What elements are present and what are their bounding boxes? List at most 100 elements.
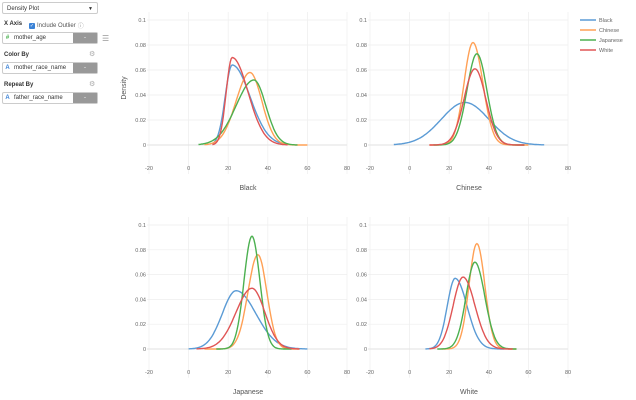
x-tick-label: 40 bbox=[265, 166, 271, 172]
x-tick-label: -20 bbox=[366, 166, 374, 172]
y-tick-label: 0.08 bbox=[356, 248, 367, 254]
density-curve-white bbox=[212, 56, 288, 146]
x-tick-label: 60 bbox=[304, 166, 310, 172]
density-curve-chinese bbox=[429, 41, 529, 146]
density-curve-black bbox=[188, 289, 308, 350]
x-tick-label: 0 bbox=[408, 166, 411, 172]
y-tick-label: 0.1 bbox=[359, 223, 367, 229]
x-tick-label: -20 bbox=[366, 370, 374, 376]
density-curve-chinese bbox=[441, 242, 517, 350]
panel-white: -20 0 20 40 60 80 0 0.02 0.04 0.06 0.08 0.1 White bbox=[356, 217, 571, 396]
include-outlier-checkbox[interactable]: ✓ Include Outlier ⓘ bbox=[29, 21, 84, 30]
density-curve-black bbox=[393, 101, 545, 146]
y-tick-label: 0 bbox=[143, 347, 146, 353]
x-axis-label: X Axis bbox=[4, 21, 23, 27]
panel-title: Chinese bbox=[456, 185, 482, 192]
panel-title: Black bbox=[239, 185, 257, 192]
text-type-icon: A bbox=[5, 95, 10, 101]
density-curve-white bbox=[429, 276, 513, 350]
x-tick-label: 20 bbox=[446, 166, 452, 172]
y-tick-label: 0 bbox=[364, 347, 367, 353]
x-tick-label: 80 bbox=[565, 370, 571, 376]
y-tick-label: 0.02 bbox=[356, 118, 367, 124]
legend-item-white[interactable]: White bbox=[599, 48, 613, 54]
gear-icon[interactable]: ⚙ bbox=[89, 51, 96, 58]
y-axis-label: Density bbox=[121, 76, 128, 100]
x-field[interactable]: # mother_age - bbox=[2, 32, 98, 44]
color-field-remove-button[interactable]: - bbox=[73, 63, 97, 73]
y-tick-label: 0.02 bbox=[135, 118, 146, 124]
density-curve-white bbox=[429, 68, 525, 146]
x-tick-label: 80 bbox=[565, 166, 571, 172]
y-tick-label: 0 bbox=[364, 143, 367, 149]
density-curve-chinese bbox=[204, 254, 300, 350]
chart-type-value: Density Plot bbox=[7, 6, 40, 12]
density-curve-japanese bbox=[437, 261, 517, 350]
density-curve-chinese bbox=[204, 71, 308, 146]
help-icon[interactable]: ⓘ bbox=[77, 24, 84, 30]
text-type-icon: A bbox=[5, 65, 10, 71]
number-type-icon: # bbox=[5, 35, 10, 41]
x-tick-label: 60 bbox=[304, 370, 310, 376]
x-field-remove-button[interactable]: - bbox=[73, 33, 97, 43]
repeat-field-value: father_race_name bbox=[14, 95, 63, 101]
include-outlier-label: Include Outlier bbox=[37, 22, 76, 29]
density-curve-japanese bbox=[433, 53, 525, 146]
x-tick-label: -20 bbox=[145, 166, 153, 172]
color-by-label: Color By bbox=[4, 52, 30, 58]
density-curve-black bbox=[425, 277, 505, 350]
y-tick-label: 0 bbox=[143, 143, 146, 149]
checkbox-icon: ✓ bbox=[29, 22, 35, 29]
legend: Black Chinese Japanese White bbox=[580, 18, 623, 54]
color-field-value: mother_race_name bbox=[14, 65, 67, 71]
x-tick-label: 0 bbox=[187, 370, 190, 376]
panel-japanese: -20 0 20 40 60 80 0 0.02 0.04 0.06 0.08 0.1 Japanese bbox=[135, 217, 350, 396]
repeat-field-remove-button[interactable]: - bbox=[73, 93, 97, 103]
chart-type-select[interactable]: Density Plot ▼ bbox=[2, 2, 98, 14]
y-tick-label: 0.04 bbox=[135, 297, 146, 303]
density-curve-black bbox=[212, 64, 288, 146]
y-tick-label: 0.08 bbox=[356, 43, 367, 49]
panel-title: White bbox=[460, 389, 478, 396]
panel-title: Japanese bbox=[233, 389, 263, 396]
x-tick-label: 40 bbox=[486, 370, 492, 376]
y-tick-label: 0.04 bbox=[135, 93, 146, 99]
repeat-by-label: Repeat By bbox=[4, 82, 34, 88]
menu-icon[interactable]: ☰ bbox=[102, 34, 110, 43]
chevron-down-icon: ▼ bbox=[88, 6, 93, 12]
y-tick-label: 0.1 bbox=[359, 18, 367, 24]
panel-black: -20 0 20 40 60 80 0 0.02 0.04 0.06 0.08 0.1 Black bbox=[135, 12, 350, 192]
density-curve-japanese bbox=[216, 235, 292, 350]
gear-icon[interactable]: ⚙ bbox=[89, 81, 96, 88]
legend-item-japanese[interactable]: Japanese bbox=[599, 38, 623, 44]
y-tick-label: 0.02 bbox=[356, 322, 367, 328]
legend-item-chinese[interactable]: Chinese bbox=[599, 28, 619, 34]
x-tick-label: 40 bbox=[265, 370, 271, 376]
y-tick-label: 0.08 bbox=[135, 248, 146, 254]
density-curve-white bbox=[196, 287, 300, 350]
y-tick-label: 0.04 bbox=[356, 93, 367, 99]
x-tick-label: 20 bbox=[225, 166, 231, 172]
x-tick-label: 20 bbox=[446, 370, 452, 376]
x-tick-label: 20 bbox=[225, 370, 231, 376]
y-tick-label: 0.02 bbox=[135, 322, 146, 328]
y-tick-label: 0.1 bbox=[138, 223, 146, 229]
y-tick-label: 0.08 bbox=[135, 43, 146, 49]
y-tick-label: 0.06 bbox=[135, 273, 146, 279]
legend-item-black[interactable]: Black bbox=[599, 18, 613, 24]
y-tick-label: 0.06 bbox=[356, 273, 367, 279]
panel-chinese: -20 0 20 40 60 80 0 0.02 0.04 0.06 0.08 0.1 Chinese bbox=[356, 12, 571, 192]
x-tick-label: 80 bbox=[344, 370, 350, 376]
x-field-value: mother_age bbox=[14, 35, 47, 41]
y-tick-label: 0.06 bbox=[356, 68, 367, 74]
y-tick-label: 0.1 bbox=[138, 18, 146, 24]
density-curve-japanese bbox=[198, 79, 298, 146]
x-tick-label: 40 bbox=[486, 166, 492, 172]
x-tick-label: 60 bbox=[525, 166, 531, 172]
x-tick-label: 0 bbox=[187, 166, 190, 172]
y-tick-label: 0.04 bbox=[356, 297, 367, 303]
x-tick-label: 0 bbox=[408, 370, 411, 376]
